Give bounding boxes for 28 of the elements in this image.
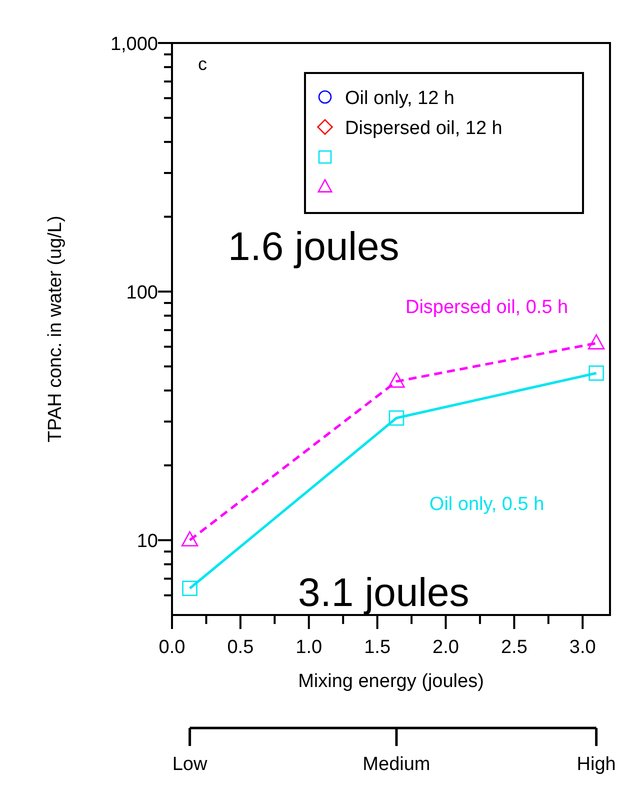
- x-tick-label: 1.5: [364, 637, 391, 658]
- x-tick-label: 2.5: [500, 637, 528, 658]
- y-axis-title: TPAH conc. in water (ug/L): [45, 216, 66, 442]
- x-axis-title: Mixing energy (joules): [298, 671, 484, 692]
- point: [588, 334, 605, 350]
- series-label: Dispersed oil, 0.5 h: [405, 297, 568, 318]
- annotation: Low: [172, 754, 208, 775]
- point: [588, 365, 604, 381]
- point: [181, 531, 198, 546]
- y-tick-label: 10: [136, 531, 158, 552]
- point: [388, 372, 405, 388]
- y-tick-label: 100: [126, 282, 158, 304]
- point: [182, 580, 198, 596]
- legend-label: Oil only, 12 h: [345, 88, 454, 109]
- x-tick-label: 3.0: [569, 637, 596, 658]
- x-tick-label: 1.0: [296, 637, 322, 658]
- x-tick-label: 2.0: [432, 637, 459, 658]
- annotation: c: [198, 54, 207, 74]
- annotation: High: [576, 754, 616, 775]
- x-tick-label: 0.5: [227, 637, 254, 658]
- annotation: 3.1 joules: [298, 571, 470, 615]
- text: Oil only, 0.5 h: [429, 494, 544, 516]
- x-tick-label: 0.0: [158, 637, 186, 658]
- annotation: 1.6 joules: [228, 225, 400, 269]
- annotation: Medium: [362, 754, 430, 775]
- legend-label: Dispersed oil, 12 h: [345, 118, 502, 139]
- y-tick-label: 1,000: [110, 34, 158, 55]
- point: [388, 410, 404, 426]
